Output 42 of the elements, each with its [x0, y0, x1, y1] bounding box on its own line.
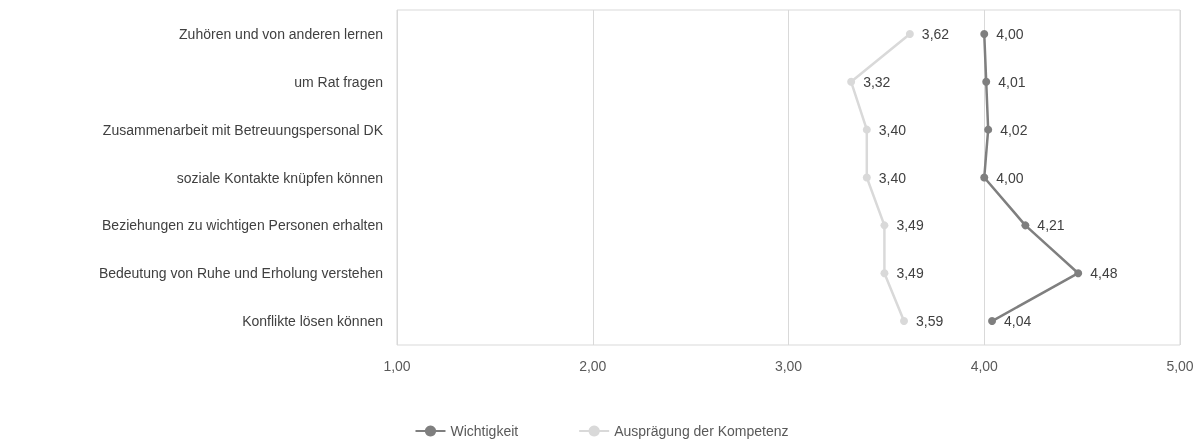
data-label: 4,00: [996, 169, 1024, 186]
y-tick-label: Zusammenarbeit mit Betreuungspersonal DK: [102, 121, 384, 138]
point: [982, 77, 991, 86]
point: [980, 29, 989, 38]
x-tick-label: 1,00: [383, 358, 411, 374]
point: [900, 317, 908, 326]
y-tick-label: Beziehungen zu wichtigen Personen erhalten: [102, 217, 383, 234]
x-tick-label: 3,00: [774, 358, 803, 374]
point: [984, 125, 993, 134]
data-label: 4,21: [1037, 217, 1065, 234]
x-tick-label: 2,00: [579, 358, 607, 374]
legend-label: Ausprägung der Kompetenz: [614, 423, 789, 439]
data-label: 3,49: [896, 265, 924, 282]
data-label: 3,40: [878, 169, 907, 186]
point: [880, 269, 889, 278]
y-tick-label: soziale Kontakte knüpfen können: [176, 169, 383, 186]
data-label: 4,02: [1000, 121, 1028, 138]
point: [988, 317, 997, 326]
data-label: 3,49: [896, 217, 924, 234]
data-label: 3,32: [863, 73, 891, 90]
point: [862, 173, 871, 182]
x-tick-label: 5,00: [1166, 358, 1194, 374]
x-tick-label: 4,00: [970, 358, 999, 374]
point: [1021, 221, 1030, 230]
legend-label: Wichtigkeit: [450, 423, 519, 439]
data-label: 4,48: [1090, 265, 1118, 282]
data-label: 3,40: [878, 121, 907, 138]
point: [905, 29, 914, 38]
y-tick-label: Bedeutung von Ruhe und Erholung verstehen: [98, 265, 383, 282]
point: [1074, 269, 1083, 278]
data-label: 3,59: [915, 313, 944, 330]
point: [880, 221, 889, 230]
point: [862, 125, 871, 134]
data-label: 4,01: [998, 73, 1026, 90]
y-tick-label: Zuhören und von anderen lernen: [179, 25, 383, 42]
point: [980, 173, 989, 182]
y-tick-label: um Rat fragen: [294, 73, 383, 90]
data-label: 4,00: [996, 25, 1024, 42]
data-label: 3,62: [921, 25, 950, 42]
y-tick-label: Konflikte lösen können: [242, 313, 383, 330]
point: [847, 77, 856, 86]
data-label: 4,04: [1004, 313, 1032, 330]
